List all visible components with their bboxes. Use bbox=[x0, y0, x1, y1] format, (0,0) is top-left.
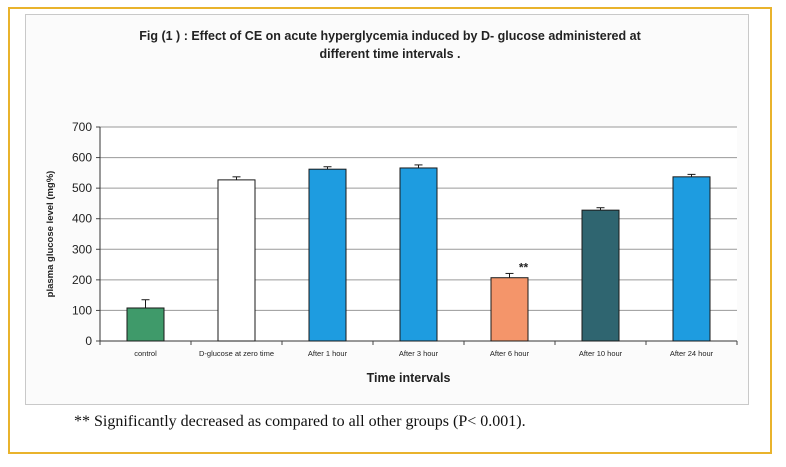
y-tick-label: 600 bbox=[72, 151, 92, 165]
bar bbox=[672, 176, 711, 342]
y-tick-label: 700 bbox=[72, 120, 92, 134]
significance-annotation: ** bbox=[519, 260, 529, 274]
bar bbox=[217, 179, 256, 342]
bar bbox=[490, 277, 529, 342]
y-tick-label: 500 bbox=[72, 181, 92, 195]
x-tick-label: control bbox=[134, 349, 157, 358]
x-tick-label: After 3 hour bbox=[399, 349, 439, 358]
y-tick-label: 300 bbox=[72, 242, 92, 256]
chart-panel: Fig (1 ) : Effect of CE on acute hypergl… bbox=[25, 14, 749, 405]
chart-title-line-1: Fig (1 ) : Effect of CE on acute hypergl… bbox=[139, 29, 641, 43]
y-axis-label: plasma glucose level (mg%) bbox=[45, 171, 56, 298]
footnote: ** Significantly decreased as compared t… bbox=[74, 413, 526, 430]
y-tick-label: 0 bbox=[85, 334, 92, 348]
bar-chart: 0 100 200 300 400 500 600 700 control D-glucose a… bbox=[45, 120, 738, 385]
y-tick-label: 200 bbox=[72, 273, 92, 287]
x-tick-label: After 24 hour bbox=[670, 349, 714, 358]
x-axis-label: Time intervals bbox=[367, 371, 451, 385]
x-tick-label: D-glucose at zero time bbox=[199, 349, 274, 358]
bar bbox=[399, 167, 438, 342]
y-tick-label: 400 bbox=[72, 212, 92, 226]
bar bbox=[581, 209, 620, 342]
chart-title: Fig (1 ) : Effect of CE on acute hypergl… bbox=[110, 27, 670, 63]
chart-title-line-2: different time intervals . bbox=[319, 47, 461, 61]
x-tick-label: After 1 hour bbox=[308, 349, 348, 358]
y-tick-label: 100 bbox=[72, 303, 92, 317]
bar bbox=[126, 307, 165, 342]
x-tick-label: After 6 hour bbox=[490, 349, 530, 358]
bar bbox=[308, 168, 347, 342]
x-tick-label: After 10 hour bbox=[579, 349, 623, 358]
